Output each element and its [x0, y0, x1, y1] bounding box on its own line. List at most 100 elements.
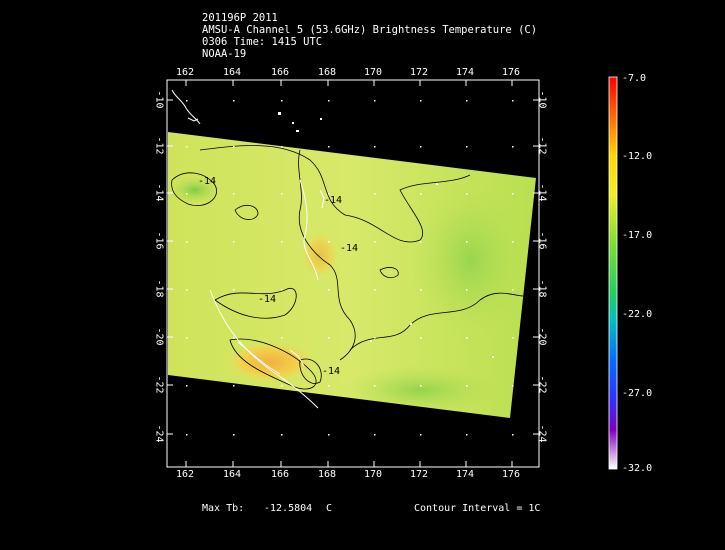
grid-dot — [233, 146, 235, 148]
colorbar-label: -22.0 — [622, 309, 653, 320]
grid-dot — [328, 289, 330, 291]
lat-tick-left: -16 — [153, 231, 165, 250]
cool-area — [410, 180, 530, 340]
lon-tick-top: 166 — [271, 67, 290, 78]
grid-dot — [420, 100, 422, 102]
grid-dot — [512, 193, 514, 195]
grid-dot — [466, 385, 468, 387]
grid-dot — [512, 434, 514, 436]
grid-dot — [233, 241, 235, 243]
lon-tick-top: 172 — [410, 67, 429, 78]
lat-tick-right: -10 — [536, 90, 548, 109]
grid-dot — [328, 241, 330, 243]
grid-dot — [281, 434, 283, 436]
max-tb-label: Max Tb: — [202, 503, 245, 514]
lat-tick-left: -12 — [153, 136, 165, 155]
contour-label: -14 — [324, 195, 343, 206]
header-line-3: 0306 Time: 1415 UTC — [202, 36, 323, 48]
header-line-1: 201196P 2011 — [202, 12, 278, 24]
grid-dot — [374, 241, 376, 243]
grid-dot — [466, 193, 468, 195]
grid-dot — [281, 193, 283, 195]
grid-dot — [420, 337, 422, 339]
grid-dot — [420, 146, 422, 148]
lat-tick-right: -14 — [536, 183, 548, 202]
grid-dot — [281, 146, 283, 148]
lon-tick-top: 174 — [456, 67, 475, 78]
lat-tick-left: -24 — [153, 424, 165, 443]
grid-dot — [328, 337, 330, 339]
grid-dot — [281, 100, 283, 102]
grid-dot — [512, 337, 514, 339]
max-tb-value: -12.5804 — [264, 503, 313, 514]
grid-dot — [512, 289, 514, 291]
coastlines — [171, 89, 325, 409]
grid-dot — [186, 289, 188, 291]
contour-label: -14 — [322, 366, 341, 377]
grid-dot — [233, 434, 235, 436]
contour-lines — [171, 145, 531, 390]
header-line-2: AMSU-A Channel 5 (53.6GHz) Brightness Te… — [202, 24, 538, 36]
lat-tick-right: -20 — [536, 327, 548, 346]
grid-dot — [186, 385, 188, 387]
lat-tick-left: -22 — [153, 375, 165, 394]
grid-dot — [186, 146, 188, 148]
lon-tick-bottom: 168 — [318, 469, 337, 480]
grid-dot — [420, 193, 422, 195]
grid-dot — [233, 100, 235, 102]
warm-area — [300, 231, 340, 279]
grid-dot — [186, 337, 188, 339]
tick-marks — [167, 80, 539, 467]
grid-dot — [374, 385, 376, 387]
lon-tick-top: 162 — [176, 67, 195, 78]
grid-dot — [420, 385, 422, 387]
colorbar — [608, 76, 618, 470]
cool-area — [340, 365, 500, 415]
lat-tick-right: -22 — [536, 375, 548, 394]
grid-dot — [281, 241, 283, 243]
lat-tick-left: -10 — [153, 90, 165, 109]
grid-dot — [186, 241, 188, 243]
grid-dot — [512, 100, 514, 102]
grid-dot — [186, 100, 188, 102]
grid-dot — [466, 289, 468, 291]
grid-dot — [466, 100, 468, 102]
colorbar-label: -7.0 — [622, 73, 647, 84]
contour-label: -14 — [198, 176, 217, 187]
lat-tick-right: -16 — [536, 231, 548, 250]
grid-dot — [466, 241, 468, 243]
grid-dot — [328, 100, 330, 102]
lon-tick-bottom: 164 — [223, 469, 242, 480]
grid-dot — [281, 385, 283, 387]
grid-dot — [328, 385, 330, 387]
grid-dot — [420, 289, 422, 291]
header-line-4: NOAA-19 — [202, 48, 247, 60]
grid-dot — [186, 193, 188, 195]
contour-label: -14 — [258, 294, 277, 305]
grid-dot — [512, 385, 514, 387]
grid-dot — [374, 434, 376, 436]
lat-tick-right: -24 — [536, 424, 548, 443]
lon-tick-top: 170 — [364, 67, 383, 78]
grid-dot — [466, 434, 468, 436]
grid-dot — [328, 434, 330, 436]
cool-area — [169, 176, 221, 204]
contour-label: -14 — [340, 243, 359, 254]
grid-dot — [466, 337, 468, 339]
lon-tick-bottom: 174 — [456, 469, 475, 480]
grid-dot — [374, 100, 376, 102]
lon-tick-bottom: 176 — [502, 469, 521, 480]
lat-tick-right: -12 — [536, 136, 548, 155]
lat-tick-left: -18 — [153, 279, 165, 298]
lat-tick-left: -20 — [153, 327, 165, 346]
grid-dot — [233, 385, 235, 387]
island-dots — [278, 112, 494, 358]
lat-tick-left: -14 — [153, 183, 165, 202]
grid-dot — [374, 193, 376, 195]
colorbar-label: -32.0 — [622, 463, 653, 474]
max-tb-unit: C — [326, 503, 333, 514]
lon-tick-bottom: 170 — [364, 469, 383, 480]
grid-dot — [328, 193, 330, 195]
lon-tick-bottom: 166 — [271, 469, 290, 480]
